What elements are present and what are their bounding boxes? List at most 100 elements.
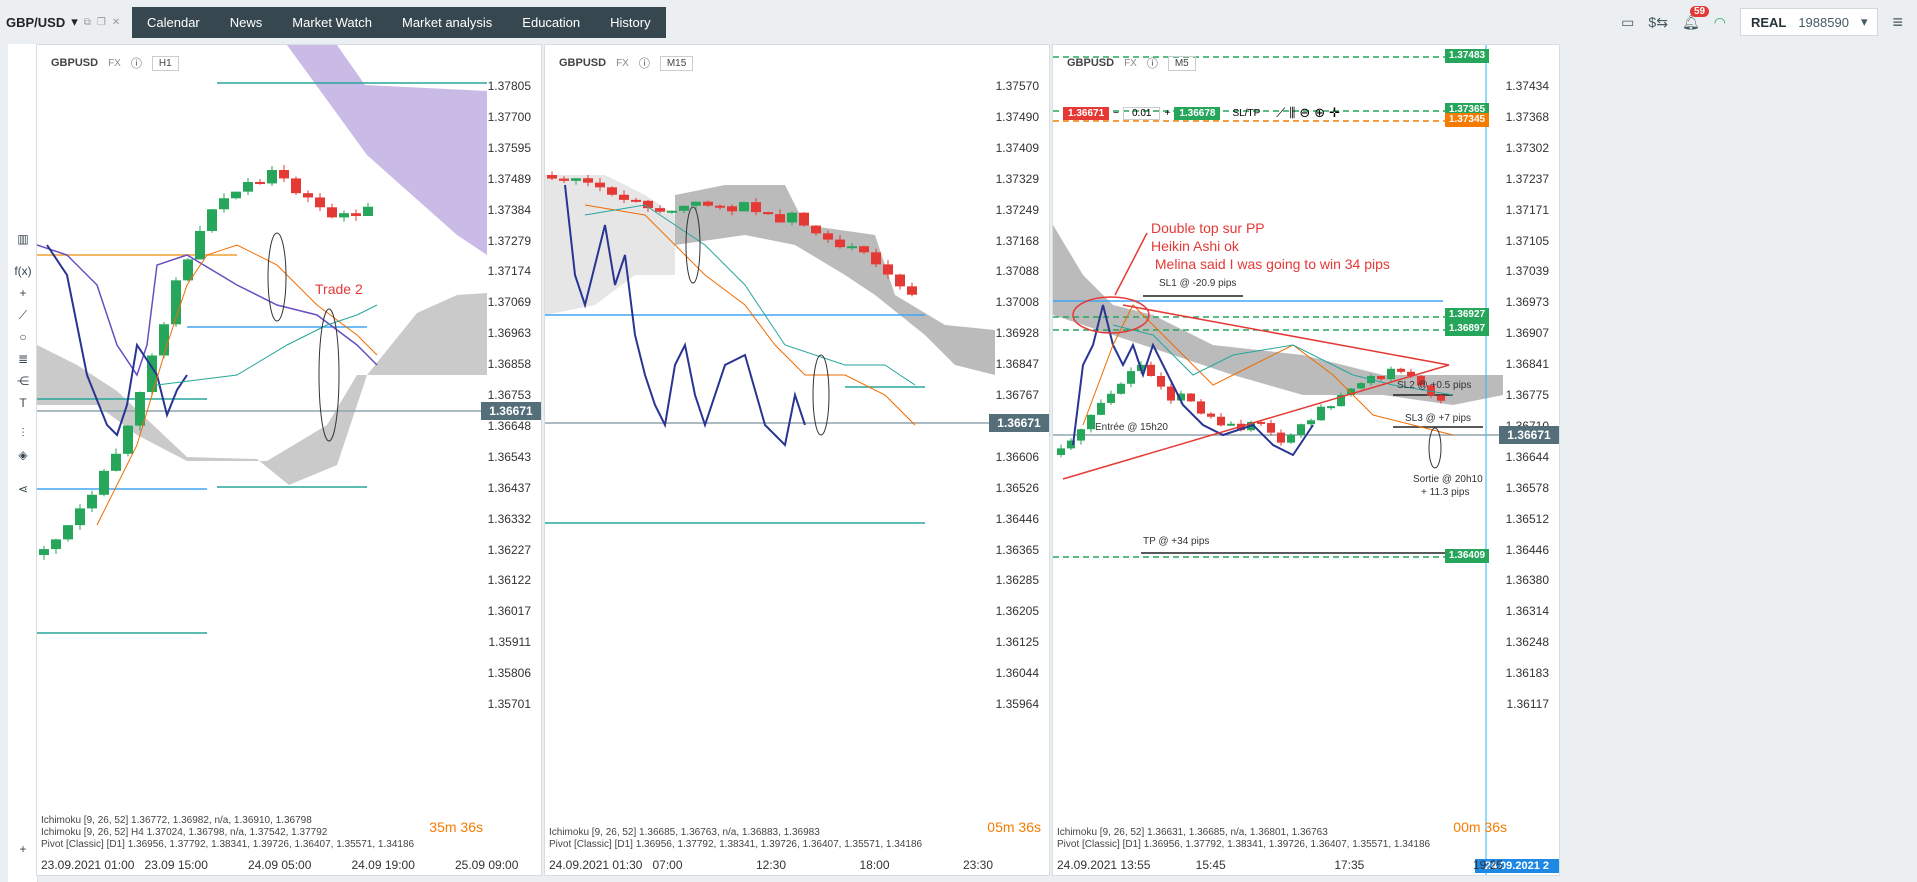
order-level-tag[interactable]: 1.36927 <box>1445 308 1489 322</box>
layers-icon[interactable]: ◈ <box>18 448 28 462</box>
candle <box>1117 383 1125 394</box>
nav-education[interactable]: Education <box>522 15 581 30</box>
order-level-tag[interactable]: 1.36897 <box>1445 322 1489 336</box>
restore-icon[interactable]: ❐ <box>96 16 106 28</box>
line-icon[interactable]: ⟋ <box>18 308 28 322</box>
chart-canvas[interactable] <box>1053 45 1560 876</box>
currency-icon[interactable]: $⇆ <box>1648 13 1668 30</box>
price-axis-label: 1.37700 <box>487 109 531 124</box>
close-icon[interactable]: ✕ <box>111 16 121 28</box>
current-price-label: 1.36671 <box>989 414 1049 432</box>
candle <box>1257 421 1265 424</box>
text-icon[interactable]: T <box>19 396 27 410</box>
pitchfork-icon[interactable]: ⋲ <box>17 374 29 388</box>
price-axis-label: 1.36858 <box>487 357 531 372</box>
order-level-tag[interactable]: 1.37345 <box>1445 113 1489 127</box>
candle <box>619 194 629 200</box>
fib-icon[interactable]: ≣ <box>17 352 29 366</box>
price-axis-label: 1.36285 <box>995 573 1039 588</box>
price-axis-label: 1.36578 <box>1505 480 1549 495</box>
nav-calendar[interactable]: Calendar <box>147 15 200 30</box>
share-icon[interactable]: ⋖ <box>17 482 29 496</box>
chart-panel-h1[interactable]: GBPUSD FX ⓘ H1 Trade 2 Ichimoku [9, 26, … <box>36 44 542 876</box>
trade-annotation[interactable]: Trade 2 <box>315 281 363 297</box>
entry-label: Entrée @ 15h20 <box>1095 422 1168 433</box>
main-nav: Calendar News Market Watch Market analys… <box>132 7 666 38</box>
sell-button[interactable]: 1.36671 <box>1063 106 1110 120</box>
chart-panel-m15[interactable]: GBPUSD FX ⓘ M15 Ichimoku [9, 26, 52] 1.3… <box>544 44 1050 876</box>
account-selector[interactable]: REAL 1988590 ▾ <box>1739 8 1879 36</box>
add-icon[interactable]: + <box>19 842 27 856</box>
zoom-out-icon[interactable]: ⊖ <box>1299 105 1311 120</box>
nav-market-analysis[interactable]: Market analysis <box>401 15 493 30</box>
indicator-legend[interactable]: Ichimoku [9, 26, 52] 1.36631, 1.36685, n… <box>1057 827 1328 838</box>
price-axis-label: 1.37105 <box>1505 233 1549 248</box>
detach-icon[interactable]: ⧉ <box>83 16 91 28</box>
price-axis-label: 1.37805 <box>487 79 531 93</box>
trade-note-line[interactable]: Melina said I was going to win 34 pips <box>1151 256 1390 272</box>
account-type: REAL <box>1750 14 1787 30</box>
function-icon[interactable]: f(x) <box>14 264 32 278</box>
indicator-legend[interactable]: Pivot [Classic] [D1] 1.36956, 1.37792, 1… <box>1057 839 1431 850</box>
indicator-legend[interactable]: Ichimoku [9, 26, 52] H4 1.37024, 1.36798… <box>41 827 328 838</box>
indicator-legend[interactable]: Ichimoku [9, 26, 52] 1.36685, 1.36763, n… <box>549 827 820 838</box>
candle <box>715 205 725 208</box>
trade-note-line[interactable]: Heikin Ashi ok <box>1151 238 1239 254</box>
chart-canvas[interactable] <box>37 45 542 876</box>
exit-label: Sortie @ 20h10 <box>1413 474 1483 485</box>
candle <box>895 274 905 287</box>
order-level-tag[interactable]: 1.36409 <box>1445 549 1489 563</box>
bars-icon[interactable]: ▥ <box>17 232 29 246</box>
sltp-button[interactable]: SL/TP <box>1232 107 1261 119</box>
layout-icon[interactable]: ▭ <box>1621 13 1635 30</box>
symbol-selector[interactable]: GBP/USD ▾ ⧉ ❐ ✕ <box>6 10 120 34</box>
quantity-input[interactable]: 0.01 <box>1123 106 1161 120</box>
candles-icon[interactable]: ⫼ <box>1289 105 1296 120</box>
candle <box>327 207 337 218</box>
buy-button[interactable]: 1.36678 <box>1174 106 1221 120</box>
candle <box>751 202 761 213</box>
bell-icon[interactable]: 🔔︎ 59 <box>1682 5 1710 31</box>
candle <box>135 392 145 426</box>
crosshair-icon[interactable]: ✛ <box>1329 105 1341 120</box>
nav-news[interactable]: News <box>229 15 263 30</box>
price-axis-label: 1.37237 <box>1505 171 1549 186</box>
candle <box>1077 429 1085 441</box>
zoom-in-icon[interactable]: ⊕ <box>1314 105 1326 120</box>
info-icon[interactable]: ⓘ <box>638 58 650 70</box>
order-level-tag[interactable]: 1.37483 <box>1445 49 1489 63</box>
candle <box>679 205 689 211</box>
candle <box>1287 434 1295 443</box>
candle <box>279 170 289 179</box>
info-icon[interactable]: ⓘ <box>130 58 142 70</box>
indicator-legend[interactable]: Ichimoku [9, 26, 52] 1.36772, 1.36982, n… <box>41 815 312 826</box>
crosshair-icon[interactable]: + <box>19 286 27 300</box>
chart-canvas[interactable] <box>545 45 1050 876</box>
minus-icon[interactable]: − <box>1113 107 1119 119</box>
price-axis-label: 1.35701 <box>487 697 531 711</box>
chart-panel-m5[interactable]: GBPUSD FX ⓘ M5 1.36671 − 0.01 + 1.36678 … <box>1052 44 1560 876</box>
menu-icon[interactable]: ≡ <box>1892 11 1903 32</box>
candle <box>1147 364 1155 376</box>
candle <box>1297 424 1305 435</box>
line-chart-icon[interactable]: ⟋ <box>1276 105 1286 120</box>
info-icon[interactable]: ⓘ <box>1146 58 1158 70</box>
time-axis-label: 15:45 <box>1195 858 1226 872</box>
candle <box>583 178 593 183</box>
circle-icon[interactable]: ○ <box>19 330 27 344</box>
timeframe-selector[interactable]: M15 <box>659 55 694 71</box>
timeframe-selector[interactable]: H1 <box>151 55 179 71</box>
indicator-legend[interactable]: Pivot [Classic] [D1] 1.36956, 1.37792, 1… <box>41 839 415 850</box>
indicator-legend[interactable]: Pivot [Classic] [D1] 1.36956, 1.37792, 1… <box>549 839 923 850</box>
sl2-label: SL2 @ +0.5 pips <box>1397 380 1472 391</box>
price-axis-label: 1.36973 <box>1505 295 1549 310</box>
candle <box>1357 383 1365 389</box>
nav-history[interactable]: History <box>610 15 651 30</box>
price-axis-label: 1.36205 <box>995 604 1039 619</box>
trade-note-line[interactable]: Double top sur PP <box>1151 220 1265 236</box>
plus-icon[interactable]: + <box>1164 107 1171 119</box>
settings-sliders-icon[interactable]: ⫶ <box>21 426 25 440</box>
nav-market-watch[interactable]: Market Watch <box>292 15 372 30</box>
exit-pips-label: + 11.3 pips <box>1421 487 1470 498</box>
timeframe-selector[interactable]: M5 <box>1167 55 1196 71</box>
